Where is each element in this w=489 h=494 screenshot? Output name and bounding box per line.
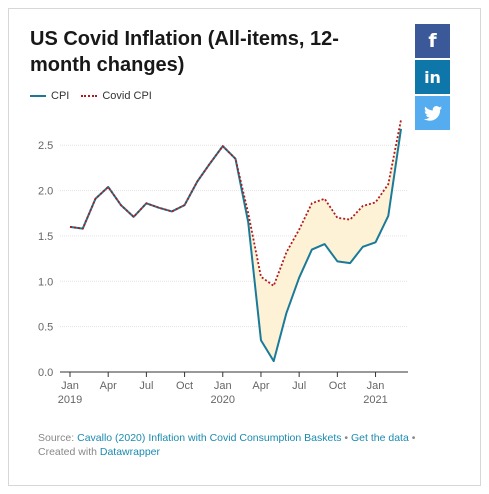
twitter-icon [423, 105, 442, 121]
x-tick-label: Apr [252, 380, 269, 392]
facebook-share-button[interactable]: f [415, 24, 450, 58]
legend-label-covid-cpi: Covid CPI [102, 90, 152, 102]
linkedin-icon: in [424, 67, 441, 87]
datawrapper-link[interactable]: Datawrapper [99, 446, 160, 458]
y-tick-label: 0.5 [38, 322, 53, 334]
y-tick-label: 2.5 [38, 140, 53, 152]
x-tick-label: Jan [367, 380, 385, 392]
x-tick-label: Jul [139, 380, 153, 392]
x-tick-label: Apr [100, 380, 117, 392]
x-tick-year-label: 2020 [211, 394, 235, 406]
chart-title: US Covid Inflation (All-items, 12-month … [30, 28, 339, 76]
legend-swatch-cpi [30, 95, 46, 97]
line-chart: 0.0 0.5 1.0 1.5 2.0 2.5 Jan 2019 Apr Jul Oct Jan 202… [38, 119, 408, 406]
legend-label-cpi: CPI [51, 90, 70, 102]
source-separator-2: • [408, 432, 416, 444]
legend-swatch-covid-cpi [81, 95, 98, 97]
x-tick-label: Oct [176, 380, 193, 392]
linkedin-share-button[interactable]: in [415, 60, 450, 94]
legend: CPI Covid CPI [30, 90, 164, 102]
x-tick-label: Jan [61, 380, 79, 392]
facebook-icon: f [428, 30, 437, 52]
x-tick-label: Jul [292, 380, 306, 392]
created-with-prefix: Created with [38, 446, 100, 458]
get-data-link[interactable]: Get the data [351, 432, 409, 444]
x-tick-label: Oct [329, 380, 346, 392]
chart-card [8, 8, 481, 486]
source-prefix: Source: [38, 432, 78, 444]
difference-area [70, 119, 401, 362]
y-tick-label: 0.0 [38, 367, 53, 379]
source-note: Source: Cavallo (2020) Inflation with Co… [38, 431, 458, 459]
legend-item-cpi: CPI [30, 90, 69, 102]
twitter-share-button[interactable] [415, 96, 450, 130]
y-tick-label: 2.0 [38, 186, 53, 198]
y-tick-label: 1.0 [38, 276, 53, 288]
source-separator: • [341, 432, 352, 444]
legend-item-covid-cpi: Covid CPI [81, 90, 152, 102]
x-tick-year-label: 2019 [58, 394, 82, 406]
x-tick-year-label: 2021 [363, 394, 387, 406]
x-tick-label: Jan [214, 380, 232, 392]
source-link[interactable]: Cavallo (2020) Inflation with Covid Cons… [77, 432, 342, 444]
y-tick-label: 1.5 [38, 231, 53, 243]
